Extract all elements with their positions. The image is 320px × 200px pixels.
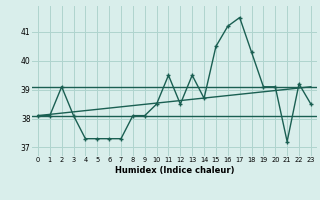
X-axis label: Humidex (Indice chaleur): Humidex (Indice chaleur) (115, 166, 234, 175)
